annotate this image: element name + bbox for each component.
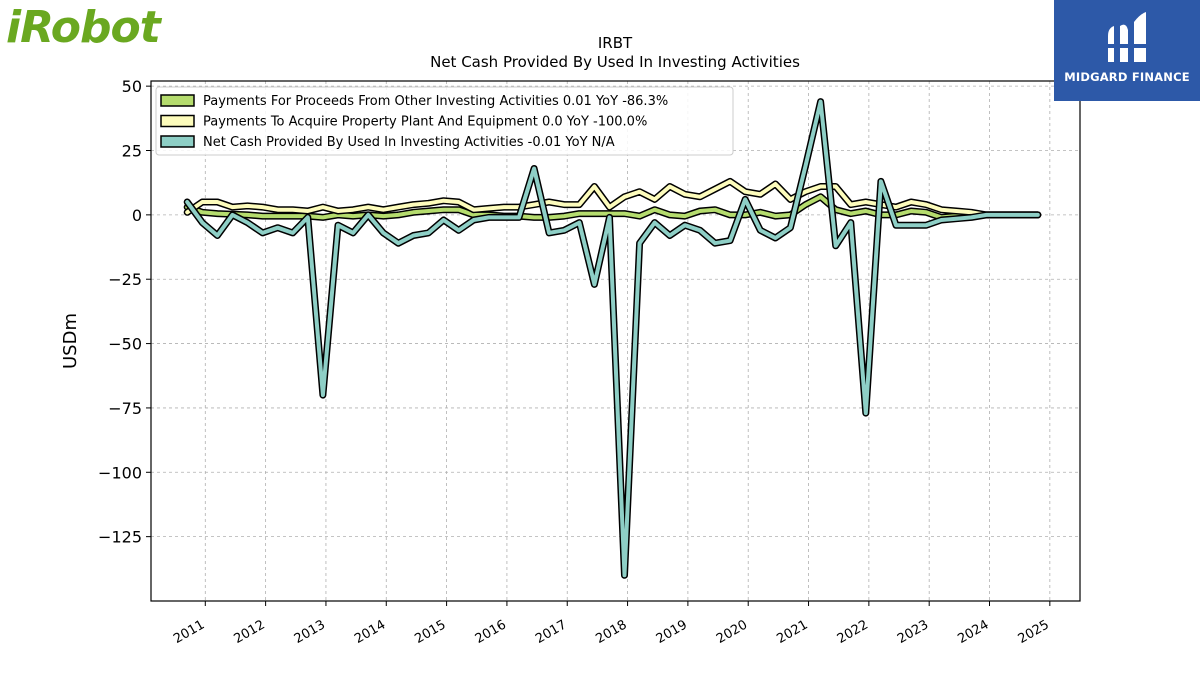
x-tick-label: 2012	[231, 617, 267, 647]
series-lines	[183, 98, 1042, 579]
legend-label: Net Cash Provided By Used In Investing A…	[203, 135, 615, 150]
y-tick-label: −125	[98, 528, 142, 547]
x-tick-label: 2014	[352, 617, 388, 647]
y-tick-label: 25	[122, 142, 142, 161]
x-tick-label: 2024	[955, 617, 991, 647]
y-axis-label: USDm	[60, 313, 81, 369]
legend-swatch	[160, 135, 195, 148]
y-tick-label: 0	[132, 206, 142, 225]
x-tick-label: 2015	[412, 617, 448, 647]
x-axis-ticks: 2011 2012 2013 2014 2015 2016 2017 2018 2019 2020…	[171, 601, 1052, 647]
chart-title: IRBT	[598, 34, 633, 52]
x-tick-label: 2022	[835, 617, 871, 647]
x-tick-label: 2025	[1016, 617, 1052, 647]
y-tick-label: −100	[98, 463, 142, 482]
chart-subtitle: Net Cash Provided By Used In Investing A…	[430, 53, 800, 71]
y-tick-label: −75	[108, 399, 142, 418]
y-tick-label: −50	[108, 335, 142, 354]
irobot-logo: iRobot	[6, 2, 161, 53]
y-tick-label: −25	[108, 270, 142, 289]
x-tick-label: 2017	[533, 617, 569, 647]
legend-box	[155, 86, 734, 156]
series-line-2	[185, 99, 1040, 578]
series-line-outline-2	[183, 98, 1042, 579]
midgard-finance-wordmark: MIDGARD FINANCE	[1064, 70, 1190, 84]
midgard-mark-icon	[1106, 12, 1148, 62]
x-tick-label: 2023	[895, 617, 931, 647]
x-tick-label: 2019	[654, 617, 690, 647]
midgard-finance-logo: MIDGARD FINANCE	[1054, 0, 1200, 101]
x-tick-label: 2021	[774, 617, 810, 647]
legend-swatch	[160, 114, 195, 128]
x-tick-label: 2013	[292, 617, 328, 647]
legend-label: Payments To Acquire Property Plant And E…	[203, 115, 647, 130]
plot-frame	[150, 80, 1081, 602]
legend-label: Payments For Proceeds From Other Investi…	[203, 94, 668, 109]
y-axis-ticks: 50 25 0 −25 −50 −75 −100 −125	[98, 77, 151, 547]
x-tick-label: 2011	[171, 617, 207, 647]
x-tick-label: 2018	[593, 617, 629, 647]
legend: Payments For Proceeds From Other Investi…	[155, 86, 734, 156]
legend-swatch	[160, 94, 195, 107]
y-tick-label: 50	[122, 77, 142, 96]
x-tick-label: 2016	[473, 617, 509, 647]
x-tick-label: 2020	[714, 617, 750, 647]
